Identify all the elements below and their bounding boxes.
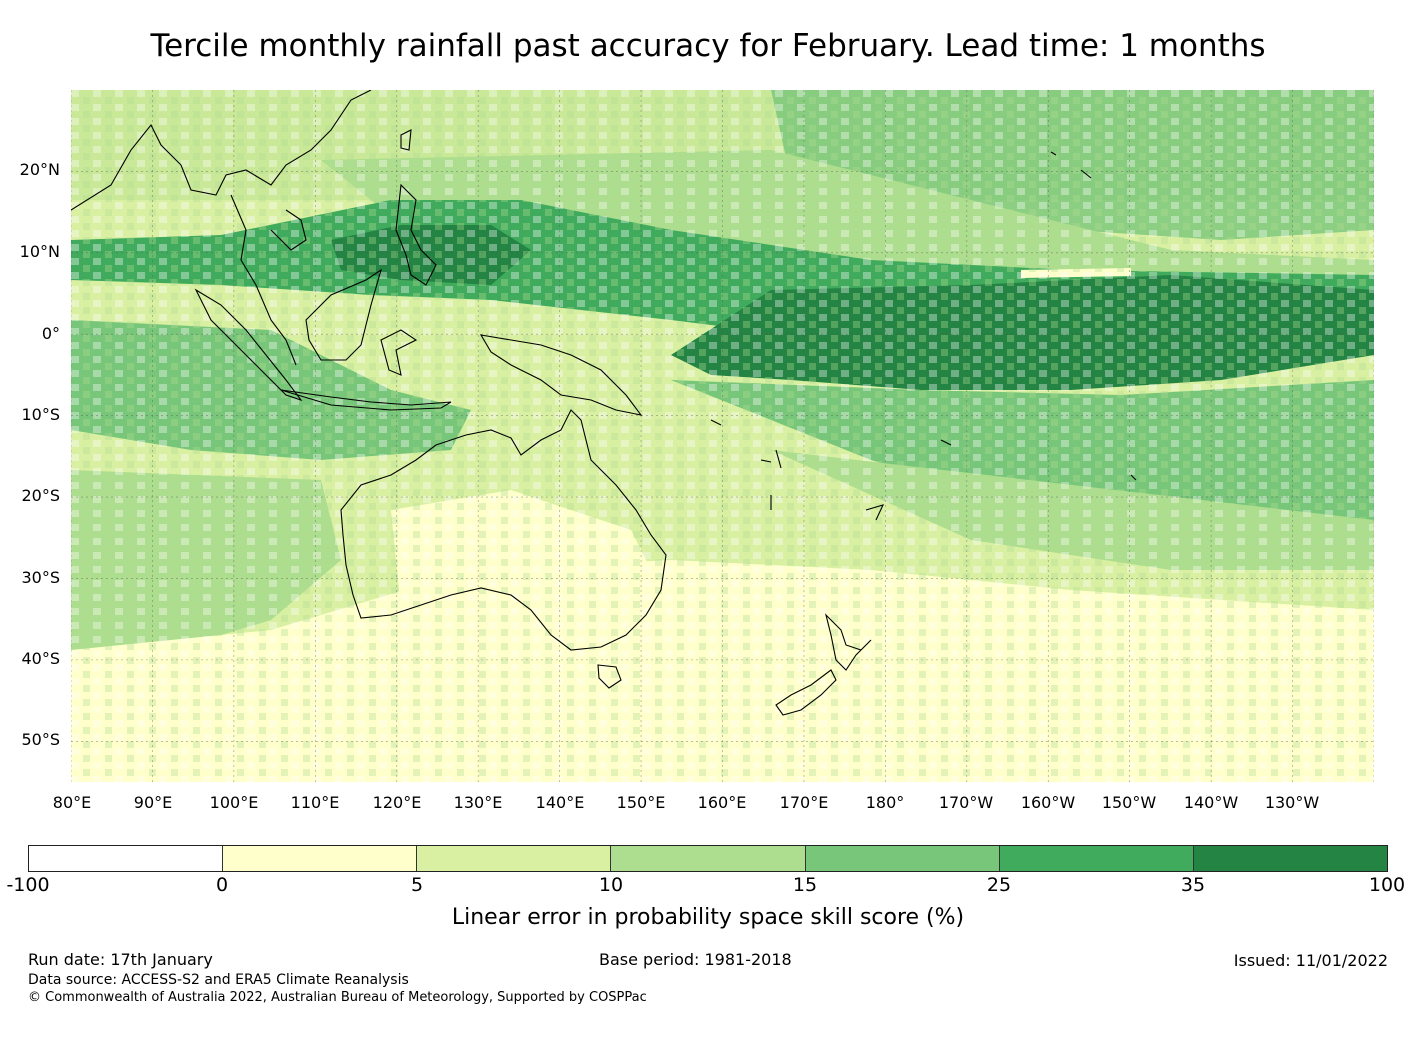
- colorbar-tick: 10: [598, 874, 624, 896]
- lon-label-130e: 130°E: [453, 793, 503, 812]
- coast-new-zealand-south: [775, 669, 837, 716]
- lon-label-170e: 170°E: [779, 793, 829, 812]
- lon-label-180: 180°: [865, 793, 905, 812]
- lat-label-40s: 40°S: [21, 649, 60, 668]
- lon-label-150e: 150°E: [616, 793, 666, 812]
- lat-label-0: 0°: [41, 324, 60, 343]
- colorbar: [28, 845, 1388, 872]
- colorbar-tick: 0: [215, 874, 229, 896]
- lon-label-170w: 170°W: [938, 793, 994, 812]
- map-canvas: [71, 90, 1374, 782]
- coast-philippines: [395, 183, 437, 286]
- coast-java-islands: [280, 389, 452, 411]
- gridlines: [71, 90, 1374, 782]
- colorbar-segment: [611, 846, 806, 871]
- lon-label-100e: 100°E: [209, 793, 259, 812]
- lon-label-90e: 90°E: [133, 793, 173, 812]
- colorbar-tick: 15: [792, 874, 818, 896]
- run-date: Run date: 17th January: [28, 950, 213, 969]
- colorbar-label: Linear error in probability space skill …: [451, 905, 965, 930]
- colorbar-segment: [999, 846, 1194, 871]
- lat-label-30s: 30°S: [21, 568, 60, 587]
- lon-label-160w: 160°W: [1020, 793, 1076, 812]
- lon-label-120e: 120°E: [372, 793, 422, 812]
- coast-sumatra: [194, 288, 303, 402]
- skill-map: [71, 90, 1374, 782]
- lat-label-10s: 10°S: [21, 405, 60, 424]
- issued-date: Issued: 11/01/2022: [1233, 951, 1388, 970]
- lat-label-50s: 50°S: [21, 730, 60, 749]
- lon-label-140e: 140°E: [535, 793, 585, 812]
- lon-label-130w: 130°W: [1264, 793, 1320, 812]
- coastlines: [71, 90, 1137, 716]
- colorbar-segment: [417, 846, 612, 871]
- data-source: Data source: ACCESS-S2 and ERA5 Climate …: [28, 972, 409, 988]
- coast-taiwan: [400, 129, 412, 151]
- lon-label-110e: 110°E: [290, 793, 340, 812]
- coast-new-zealand-north: [824, 613, 872, 671]
- coast-australia: [340, 409, 667, 651]
- lon-label-140w: 140°W: [1183, 793, 1239, 812]
- coast-indochina: [230, 194, 307, 366]
- colorbar-segment: [223, 846, 418, 871]
- coast-pacific-islands: [710, 151, 1137, 521]
- colorbar-segment: [29, 846, 224, 871]
- coast-new-guinea: [479, 334, 643, 416]
- coast-asia: [71, 90, 372, 211]
- lat-label-10n: 10°N: [19, 242, 60, 261]
- lon-label-80e: 80°E: [52, 793, 92, 812]
- coast-tasmania: [597, 664, 622, 689]
- colorbar-tick: 25: [986, 874, 1012, 896]
- coast-sulawesi: [380, 329, 418, 376]
- colorbar-tick: 5: [410, 874, 424, 896]
- coast-borneo: [305, 268, 382, 361]
- colorbar-tick: -100: [6, 874, 50, 896]
- chart-title: Tercile monthly rainfall past accuracy f…: [150, 28, 1266, 64]
- colorbar-tick: 100: [1368, 874, 1406, 896]
- colorbar-tick: 35: [1180, 874, 1206, 896]
- base-period: Base period: 1981-2018: [599, 950, 792, 969]
- lat-label-20n: 20°N: [19, 160, 60, 179]
- colorbar-segment: [805, 846, 1000, 871]
- copyright: © Commonwealth of Australia 2022, Austra…: [28, 990, 647, 1005]
- lon-label-160e: 160°E: [697, 793, 747, 812]
- colorbar-segment: [1193, 846, 1387, 871]
- lat-label-20s: 20°S: [21, 486, 60, 505]
- lon-label-150w: 150°W: [1101, 793, 1157, 812]
